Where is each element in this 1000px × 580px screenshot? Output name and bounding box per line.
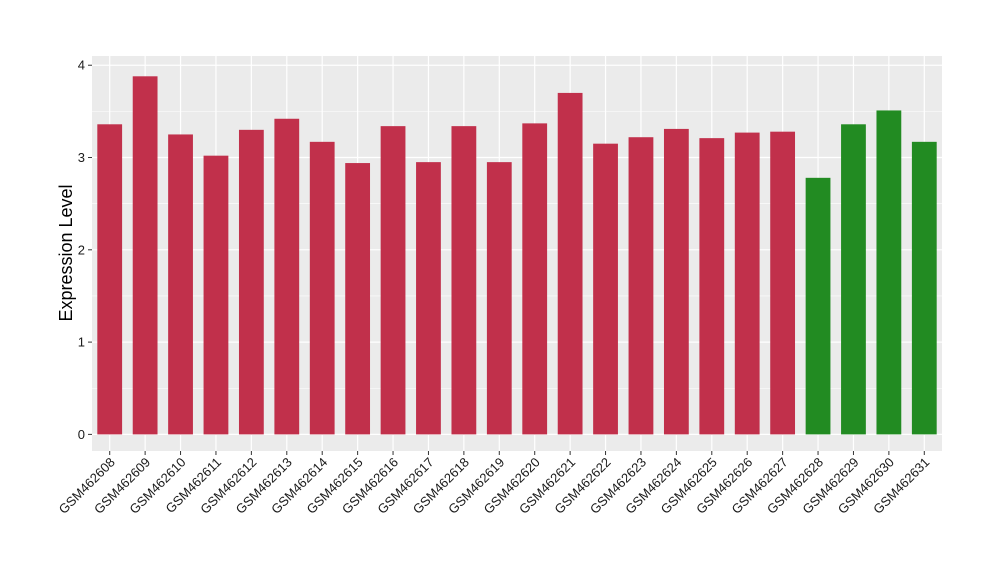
bar-GSM462624 xyxy=(663,128,689,435)
y-tick-label: 4 xyxy=(78,58,85,73)
plot-panel xyxy=(92,56,942,451)
bar-GSM462615 xyxy=(345,163,371,435)
y-axis: 0 1 2 3 4 xyxy=(78,58,92,442)
y-tick-label: 1 xyxy=(78,335,85,350)
bar-GSM462617 xyxy=(416,162,441,435)
bar-GSM462614 xyxy=(309,141,335,435)
bar-GSM462621 xyxy=(557,92,583,435)
bar-GSM462622 xyxy=(593,143,618,435)
y-tick-label: 0 xyxy=(78,427,85,442)
y-tick-label: 2 xyxy=(78,242,85,257)
x-axis: GSM462608GSM462609GSM462610GSM462611GSM4… xyxy=(56,451,932,517)
bar-GSM462627 xyxy=(770,131,796,435)
bar-GSM462610 xyxy=(168,134,193,435)
bar-GSM462608 xyxy=(97,124,123,435)
y-axis-title: Expression Level xyxy=(56,184,76,321)
bar-GSM462628 xyxy=(805,177,831,435)
bar-GSM462612 xyxy=(238,129,264,435)
bar-GSM462618 xyxy=(451,126,477,435)
bar-GSM462619 xyxy=(486,162,512,435)
bar-GSM462626 xyxy=(734,132,760,435)
bar-GSM462609 xyxy=(132,76,158,435)
bar-GSM462620 xyxy=(522,123,548,435)
y-tick-label: 3 xyxy=(78,150,85,165)
bar-GSM462613 xyxy=(274,118,300,435)
bar-GSM462623 xyxy=(628,137,654,435)
bar-GSM462630 xyxy=(876,110,902,435)
bar-GSM462616 xyxy=(380,126,406,435)
bar-GSM462629 xyxy=(841,124,866,435)
bar-GSM462625 xyxy=(699,138,725,435)
bars xyxy=(97,76,937,435)
bar-GSM462611 xyxy=(203,155,229,435)
bar-GSM462631 xyxy=(911,141,937,435)
